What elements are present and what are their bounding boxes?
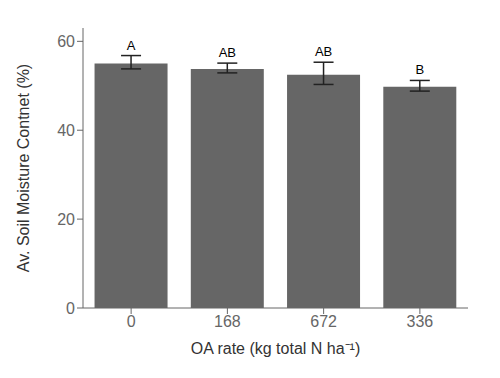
svg-text:OA rate (kg total N ha⁻¹): OA rate (kg total N ha⁻¹) [191,340,361,357]
svg-text:0: 0 [127,313,136,330]
svg-text:168: 168 [214,313,241,330]
svg-text:AB: AB [219,45,236,60]
svg-text:AB: AB [315,44,332,59]
svg-text:0: 0 [66,300,75,317]
svg-text:20: 20 [57,211,75,228]
svg-text:B: B [415,62,424,77]
svg-text:672: 672 [310,313,337,330]
svg-text:A: A [127,38,136,53]
svg-text:40: 40 [57,122,75,139]
svg-text:60: 60 [57,33,75,50]
svg-text:Av. Soil Moisture Contnet (%): Av. Soil Moisture Contnet (%) [15,64,32,272]
svg-text:336: 336 [407,313,434,330]
